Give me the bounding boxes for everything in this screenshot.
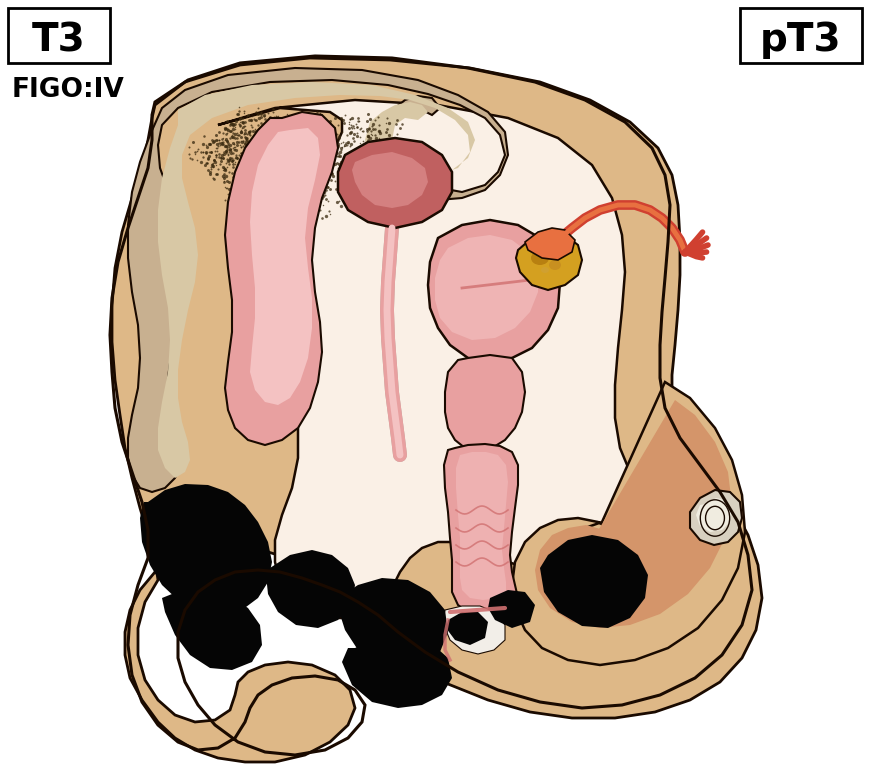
Polygon shape [428, 220, 560, 362]
Polygon shape [338, 578, 448, 670]
Polygon shape [696, 498, 732, 532]
Polygon shape [516, 232, 582, 290]
Polygon shape [456, 452, 508, 600]
Polygon shape [128, 68, 508, 492]
Polygon shape [338, 138, 452, 228]
Polygon shape [266, 550, 355, 628]
Polygon shape [225, 112, 338, 445]
Polygon shape [250, 128, 320, 405]
Text: FIGO:IV: FIGO:IV [12, 77, 125, 103]
Ellipse shape [549, 260, 561, 270]
Polygon shape [112, 58, 762, 762]
Polygon shape [352, 152, 428, 208]
Text: T3: T3 [32, 21, 86, 59]
Ellipse shape [531, 251, 549, 265]
Polygon shape [435, 235, 538, 340]
FancyBboxPatch shape [8, 8, 110, 63]
Polygon shape [690, 490, 742, 545]
Polygon shape [140, 484, 272, 615]
Polygon shape [540, 535, 648, 628]
Polygon shape [162, 588, 262, 670]
FancyBboxPatch shape [740, 8, 862, 63]
Polygon shape [444, 444, 518, 614]
Polygon shape [158, 82, 475, 478]
Polygon shape [535, 400, 732, 628]
Polygon shape [446, 612, 488, 645]
Polygon shape [488, 590, 535, 628]
Polygon shape [445, 355, 525, 450]
Polygon shape [512, 382, 745, 665]
Polygon shape [218, 100, 665, 618]
Text: pT3: pT3 [760, 21, 842, 59]
Polygon shape [525, 228, 575, 260]
Ellipse shape [541, 267, 549, 273]
Polygon shape [444, 606, 505, 654]
Polygon shape [342, 635, 452, 708]
